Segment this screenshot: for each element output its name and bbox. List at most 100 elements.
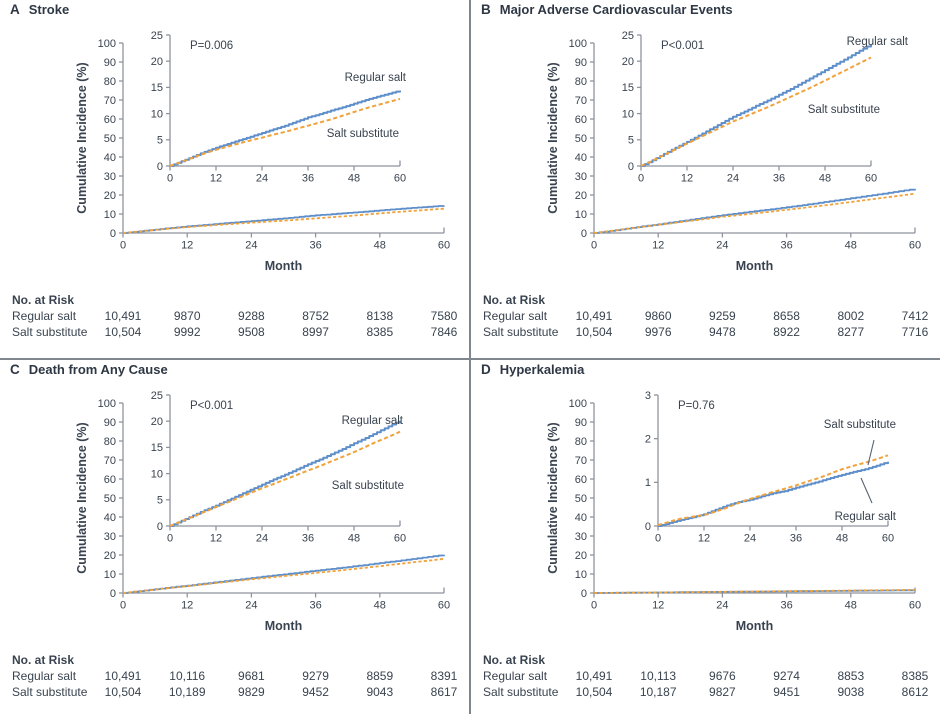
y-tick-label: 70 [575,455,587,467]
regular-salt-label: Regular salt [847,36,909,48]
at-risk-row-label: Salt substitute [12,324,88,339]
x-tick-label: 48 [819,173,831,185]
salt-substitute-label: Salt substitute [808,104,880,116]
y-tick-label: 100 [98,398,116,410]
x-tick-label: 36 [780,600,792,612]
x-tick-label: 12 [681,173,693,185]
salt-substitute-inset-curve [657,454,889,527]
panel-letter: B [481,2,491,17]
at-risk-value: 10,491 [575,309,613,323]
x-tick-label: 60 [882,533,894,545]
x-tick-label: 36 [309,600,321,612]
y-tick-label: 20 [622,56,634,68]
panel-header: D Hyperkalemia [481,362,584,377]
x-tick-label: 48 [845,600,857,612]
x-tick-label: 24 [245,600,257,612]
panel-letter: C [10,362,20,377]
y-tick-label: 60 [575,114,587,126]
at-risk-title: No. at Risk [483,293,546,307]
regular-salt-main-curve [123,205,445,234]
panel-header: B Major Adverse Cardiovascular Events [481,2,733,17]
x-tick-label: 12 [698,533,710,545]
x-axis-title: Month [736,619,773,633]
at-risk-title: No. at Risk [12,293,75,307]
at-risk-value: 8138 [366,309,394,323]
at-risk-value: 9279 [302,669,329,683]
at-risk-value: 10,491 [104,669,142,683]
at-risk-title: No. at Risk [12,653,75,667]
salt-substitute-label: Salt substitute [327,128,399,140]
label-leader-line [867,439,875,466]
curves [593,454,916,594]
panel-header: C Death from Any Cause [10,362,168,377]
x-tick-label: 60 [394,173,406,185]
at-risk-value: 9860 [644,309,672,323]
regular-salt-inset-curve [170,420,401,527]
p-value: P=0.006 [190,40,233,52]
at-risk-value: 7846 [430,324,458,339]
inset-axes: 0 5 10 15 20 25 0 12 24 36 48 60 [622,30,877,185]
x-tick-label: 12 [652,240,664,252]
x-tick-label: 24 [256,533,268,545]
y-tick-label: 10 [104,569,116,581]
y-tick-label: 90 [575,57,587,69]
at-risk-value: 8853 [837,669,865,683]
x-tick-label: 36 [780,240,792,252]
y-tick-label: 50 [104,133,116,145]
y-tick-label: 90 [104,417,116,429]
panel-hyperkalemia: D Hyperkalemia 0 10 20 30 40 50 60 70 80 90 100 0 12 2… [471,360,940,714]
at-risk-value: 9038 [837,684,865,699]
at-risk-value: 8617 [430,684,458,699]
x-tick-label: 24 [716,240,728,252]
at-risk-value: 7412 [901,309,929,323]
y-tick-label: 20 [104,550,116,562]
at-risk-value: 8997 [302,324,329,339]
y-tick-label: 10 [151,108,163,120]
salt-substitute-inset-curve [169,430,401,527]
salt-substitute-main-curve [593,589,916,594]
regular-salt-main-curve [123,554,445,594]
at-risk-value: 10,504 [575,324,613,339]
y-tick-label: 80 [104,76,116,88]
panel-title: Death from Any Cause [28,362,168,377]
x-tick-label: 36 [302,533,314,545]
x-tick-label: 12 [181,600,193,612]
y-tick-label: 15 [622,82,634,94]
panel-divider-vertical [469,0,471,714]
x-tick-label: 60 [909,240,921,252]
at-risk-row-label: Regular salt [483,309,548,323]
at-risk-row-label: Salt substitute [483,324,559,339]
y-tick-label: 1 [645,477,651,489]
y-tick-label: 0 [581,588,587,600]
y-tick-label: 20 [151,56,163,68]
x-tick-label: 48 [374,240,386,252]
salt-substitute-label: Salt substitute [824,419,896,431]
y-tick-label: 0 [581,228,587,240]
panel-title: Major Adverse Cardiovascular Events [499,2,733,17]
x-tick-label: 12 [210,173,222,185]
y-tick-label: 10 [104,209,116,221]
y-tick-label: 10 [151,468,163,480]
y-tick-label: 5 [157,135,163,147]
y-tick-label: 30 [575,531,587,543]
y-tick-label: 40 [104,152,116,164]
panel-title: Hyperkalemia [499,362,585,377]
axis-line [593,43,915,234]
at-risk-row-label: Salt substitute [483,684,559,699]
axis-line [640,35,871,167]
y-tick-label: 0 [645,521,651,533]
y-tick-label: 0 [157,521,163,533]
at-risk-value: 9478 [709,324,736,339]
x-tick-label: 36 [309,240,321,252]
at-risk-value: 10,504 [104,324,142,339]
y-tick-label: 30 [104,171,116,183]
at-risk-value: 9043 [366,684,394,699]
y-tick-label: 40 [575,512,587,524]
y-tick-label: 2 [645,433,651,445]
regular-salt-label: Regular salt [342,415,404,427]
y-tick-label: 25 [622,30,634,42]
y-tick-label: 20 [575,190,587,202]
x-tick-label: 0 [167,173,173,185]
